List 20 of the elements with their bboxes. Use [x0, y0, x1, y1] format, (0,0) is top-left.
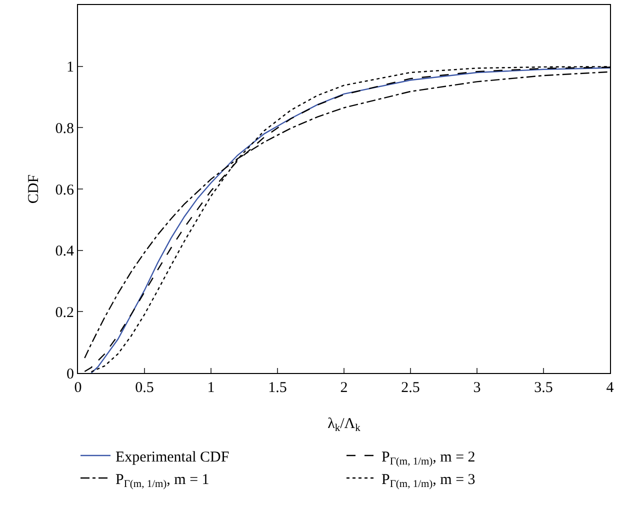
legend-label: P$_{Γ(m, 1/m)}$, m = 3 — [382, 472, 476, 490]
y-tick-label: 0 — [66, 366, 74, 382]
x-tick-label: 1 — [207, 380, 215, 396]
x-tick-label: 2.5 — [401, 380, 420, 396]
y-tick-label: 1 — [66, 60, 74, 76]
legend-label: P$_{Γ(m, 1/m)}$, m = 1 — [116, 472, 210, 490]
x-tick-label: 3.5 — [534, 380, 553, 396]
y-tick-label: 0.6 — [55, 182, 74, 198]
x-tick-label: 1.5 — [268, 380, 287, 396]
y-tick-label: 0.8 — [55, 120, 74, 137]
x-tick-label: 0.5 — [135, 380, 154, 396]
x-axis-title: λ$_{k}$/Λ$_{k}$ — [328, 416, 362, 434]
legend-label: P$_{Γ(m, 1/m)}$, m = 2 — [382, 449, 476, 468]
y-tick-label: 0.2 — [55, 304, 74, 321]
y-tick-label: 0.4 — [55, 244, 74, 260]
y-axis-title: CDF — [26, 174, 42, 204]
legend-label: Experimental CDF — [116, 449, 230, 466]
x-tick-label: 3 — [473, 380, 481, 396]
x-tick-label: 4 — [606, 380, 614, 396]
x-tick-label: 2 — [340, 380, 348, 396]
